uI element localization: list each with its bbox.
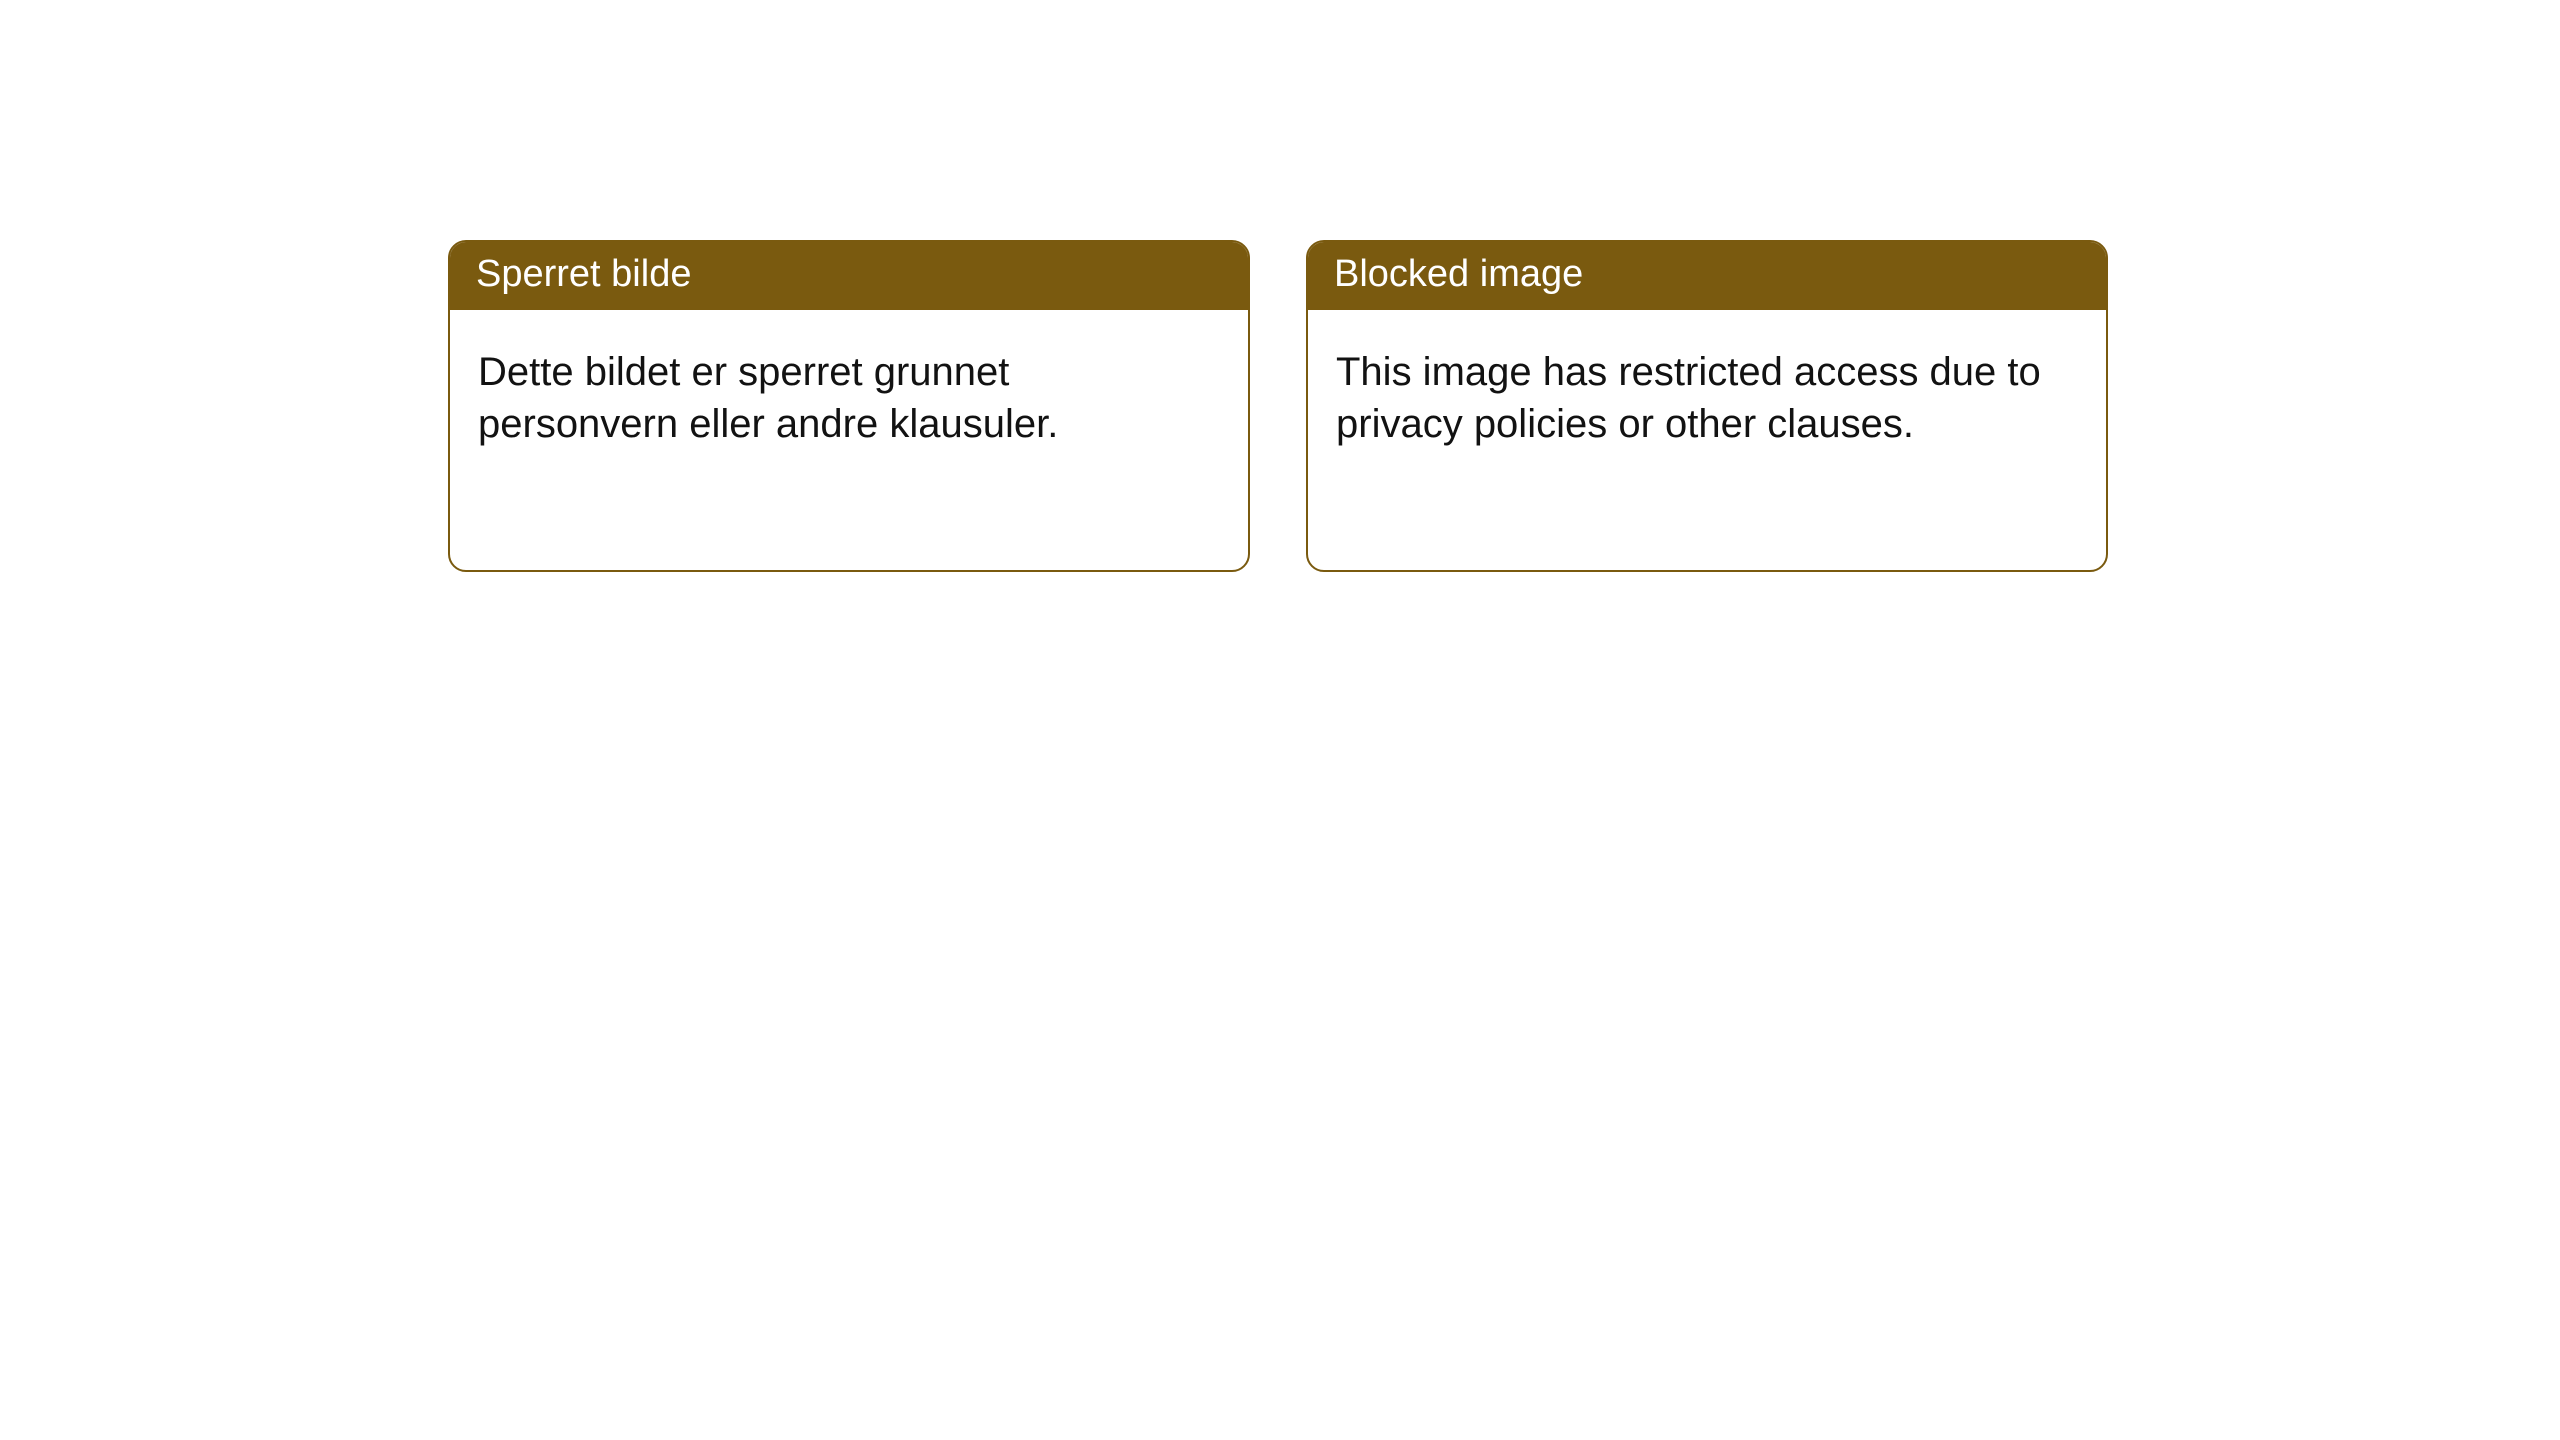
notice-body: This image has restricted access due to …	[1308, 310, 2106, 570]
notice-container: Sperret bilde Dette bildet er sperret gr…	[448, 240, 2108, 572]
notice-card-norwegian: Sperret bilde Dette bildet er sperret gr…	[448, 240, 1250, 572]
notice-header: Blocked image	[1308, 242, 2106, 310]
notice-header: Sperret bilde	[450, 242, 1248, 310]
notice-body: Dette bildet er sperret grunnet personve…	[450, 310, 1248, 570]
notice-card-english: Blocked image This image has restricted …	[1306, 240, 2108, 572]
